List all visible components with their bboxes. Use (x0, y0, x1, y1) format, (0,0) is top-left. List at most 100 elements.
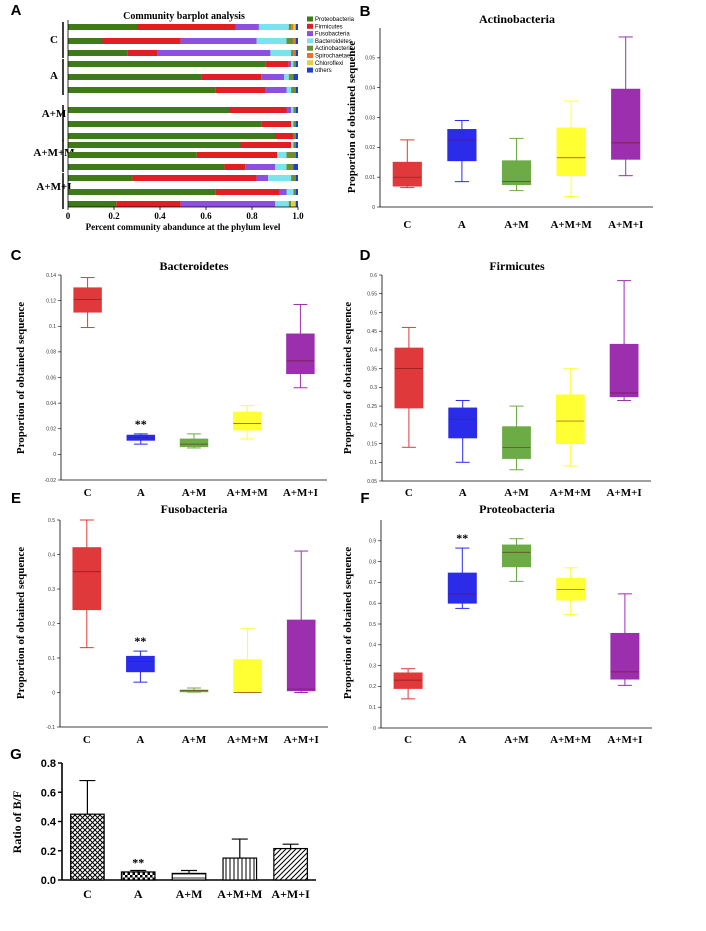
stacked-bar-segment (235, 24, 259, 30)
stacked-bar-segment (132, 175, 257, 181)
x-tick-label: 0.2 (108, 211, 120, 221)
y-axis-label: Proportion of obtained sequence (346, 41, 358, 193)
box (392, 161, 422, 187)
y-tick-label: 0.2 (369, 684, 376, 690)
stacked-bar-segment (291, 201, 296, 207)
stacked-bar-segment (256, 175, 269, 181)
category-label: A+M (504, 734, 529, 746)
y-tick-label: 0.45 (367, 329, 377, 335)
category-label: A+M+I (283, 487, 318, 499)
y-tick-label: 0.25 (367, 404, 377, 410)
x-tick-label: 1.0 (292, 211, 304, 221)
y-tick-label: 0.5 (370, 310, 377, 316)
box (73, 287, 102, 313)
stacked-bar-segment (291, 61, 294, 67)
y-tick-label: 0 (52, 690, 55, 696)
box (555, 394, 585, 444)
stacked-bar-segment (293, 61, 296, 67)
y-tick-label: 0.8 (41, 758, 56, 770)
panel-label-g: G (10, 746, 22, 763)
legend-swatch (307, 23, 313, 29)
y-tick-label: 0.01 (365, 175, 375, 181)
y-tick-label: 0.05 (365, 56, 375, 62)
y-tick-label: 0.4 (41, 817, 57, 829)
y-tick-label: 0.3 (48, 587, 55, 593)
y-tick-label: 0.6 (41, 787, 56, 799)
category-label: A+M+M (227, 734, 269, 746)
panel-label-d: D (360, 247, 371, 264)
stacked-bar-segment (288, 61, 292, 67)
stacked-bar-segment (295, 152, 298, 158)
panel-d-title: Firmicutes (489, 259, 545, 273)
y-tick-label: -0.02 (45, 478, 57, 484)
legend-swatch (307, 38, 313, 44)
legend-label: others (315, 68, 332, 74)
category-label: A+M (182, 734, 207, 746)
y-tick-label: 0 (372, 205, 375, 211)
category-label: A+M+I (271, 887, 310, 901)
panel-label-f: F (360, 490, 369, 507)
stacked-bar-segment (68, 142, 241, 148)
stacked-bar-segment (284, 74, 289, 80)
stacked-bar-segment (286, 152, 296, 158)
category-label: C (84, 487, 92, 499)
legend-label: Chloroflexi (315, 61, 343, 67)
panel-label-e: E (11, 490, 21, 507)
stacked-bar-segment (261, 74, 285, 80)
y-tick-label: 0.1 (49, 324, 56, 330)
category-label: A+M+M (227, 487, 269, 499)
stacked-bar-segment (293, 24, 296, 30)
stacked-bar-segment (68, 201, 117, 207)
box (448, 407, 478, 439)
stacked-bar-segment (293, 74, 298, 80)
stacked-bar-segment (295, 87, 298, 93)
stacked-bar-segment (295, 24, 298, 30)
panel-label-a: A (11, 2, 22, 19)
category-label: A+M+M (550, 487, 592, 499)
stacked-bar-segment (288, 201, 292, 207)
box (556, 127, 586, 177)
stacked-bar-segment (291, 121, 294, 127)
stacked-bar-segment (293, 142, 296, 148)
stacked-bar-segment (68, 152, 197, 158)
stacked-bar-segment (68, 121, 262, 127)
stacked-bar-segment (116, 201, 181, 207)
box (72, 547, 102, 611)
stacked-bar-segment (68, 107, 229, 113)
stacked-bar-segment (68, 189, 216, 195)
group-label-4: A+M+I (36, 181, 71, 193)
significance-marker: ** (135, 417, 147, 431)
box (286, 333, 315, 375)
box (179, 438, 209, 448)
stacked-bar-segment (256, 38, 287, 44)
stacked-bar-segment (265, 61, 289, 67)
stacked-bar-segment (295, 38, 298, 44)
y-tick-label: 0.14 (46, 273, 56, 279)
group-label-2: A+M (42, 108, 67, 120)
y-tick-label: 0.4 (370, 348, 377, 354)
stacked-bar-segment (275, 133, 294, 139)
stacked-bar-segment (291, 24, 294, 30)
box (611, 88, 641, 160)
y-tick-label: 0.55 (367, 292, 377, 298)
y-tick-label: 0.03 (365, 115, 375, 121)
y-tick-label: 0 (53, 452, 56, 458)
y-tick-label: 0.04 (365, 85, 375, 91)
category-label: A+M+I (607, 734, 642, 746)
stacked-bar-segment (180, 201, 275, 207)
y-tick-label: 0.08 (46, 350, 56, 356)
stacked-bar-segment (201, 74, 262, 80)
category-label: A (136, 734, 144, 746)
stacked-bar-segment (286, 87, 292, 93)
legend-label: Spirochaetae (315, 54, 351, 60)
stacked-bar-segment (295, 142, 298, 148)
y-tick-label: 0.15 (367, 441, 377, 447)
category-label: A+M (182, 487, 207, 499)
box (447, 129, 477, 162)
category-label: A+M+M (550, 219, 592, 231)
y-tick-label: 0.6 (370, 273, 377, 279)
stacked-bar-segment (180, 38, 257, 44)
category-label: A+M+M (217, 887, 262, 901)
panel-c-title: Bacteroidetes (159, 259, 228, 273)
